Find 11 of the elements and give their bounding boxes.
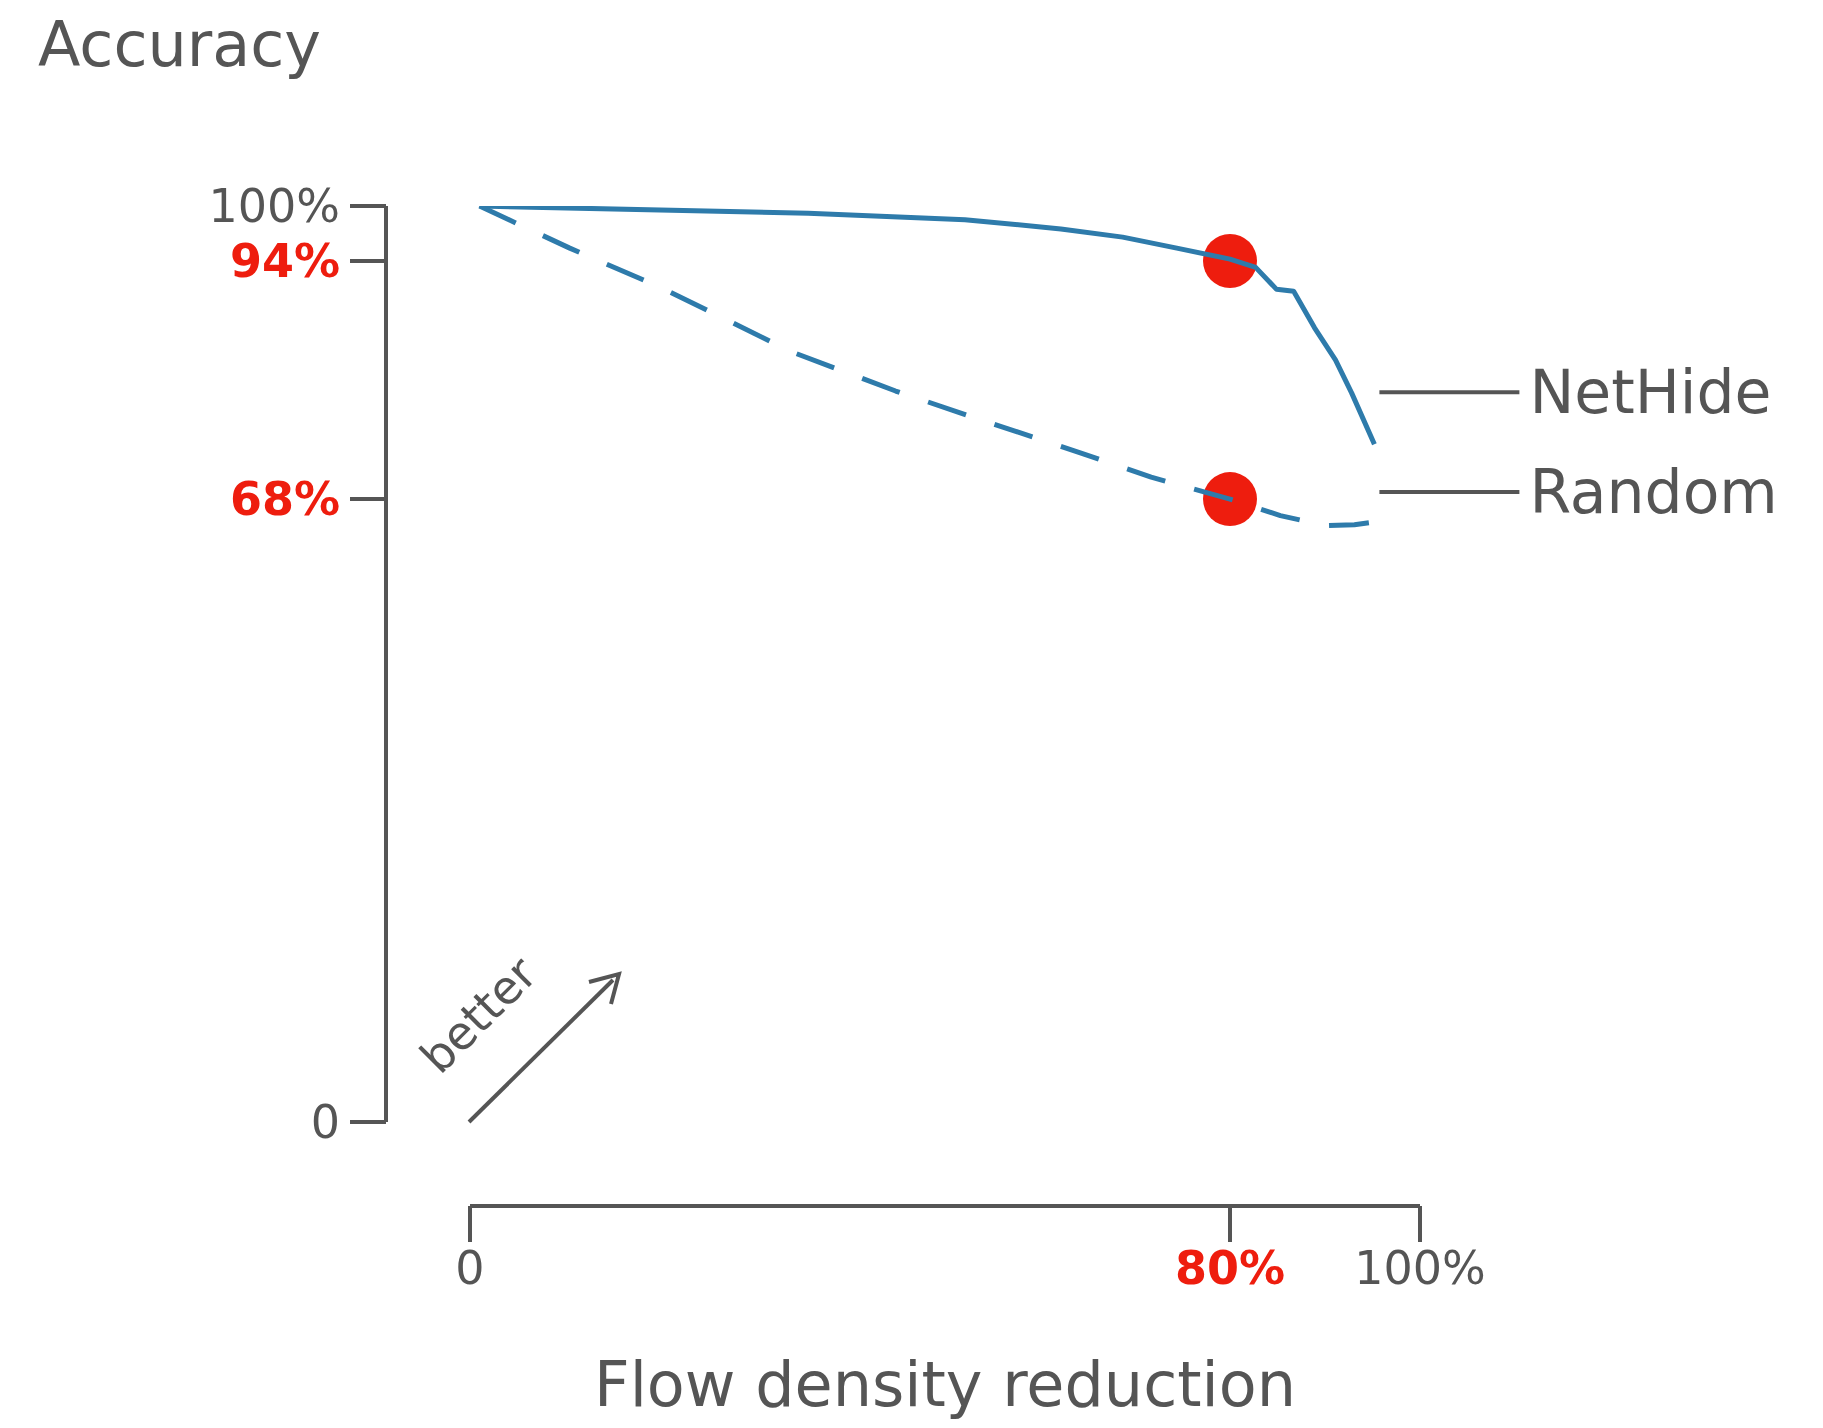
x-tick-label: 0 (455, 1241, 485, 1295)
x-axis-title: Flow density reduction (592, 1348, 1297, 1421)
y-tick-label: 68% (229, 472, 340, 527)
text: Random (1529, 457, 1778, 528)
text: NetHide (1529, 357, 1772, 428)
y-tick-label: 100% (208, 179, 340, 233)
y-tick-label: 0 (310, 1095, 340, 1149)
y-tick-label: 94% (229, 233, 340, 288)
y-axis-title: Accuracy (38, 8, 322, 81)
x-tick-label: 80% (1174, 1241, 1286, 1295)
x-tick-label: 100% (1354, 1241, 1486, 1295)
